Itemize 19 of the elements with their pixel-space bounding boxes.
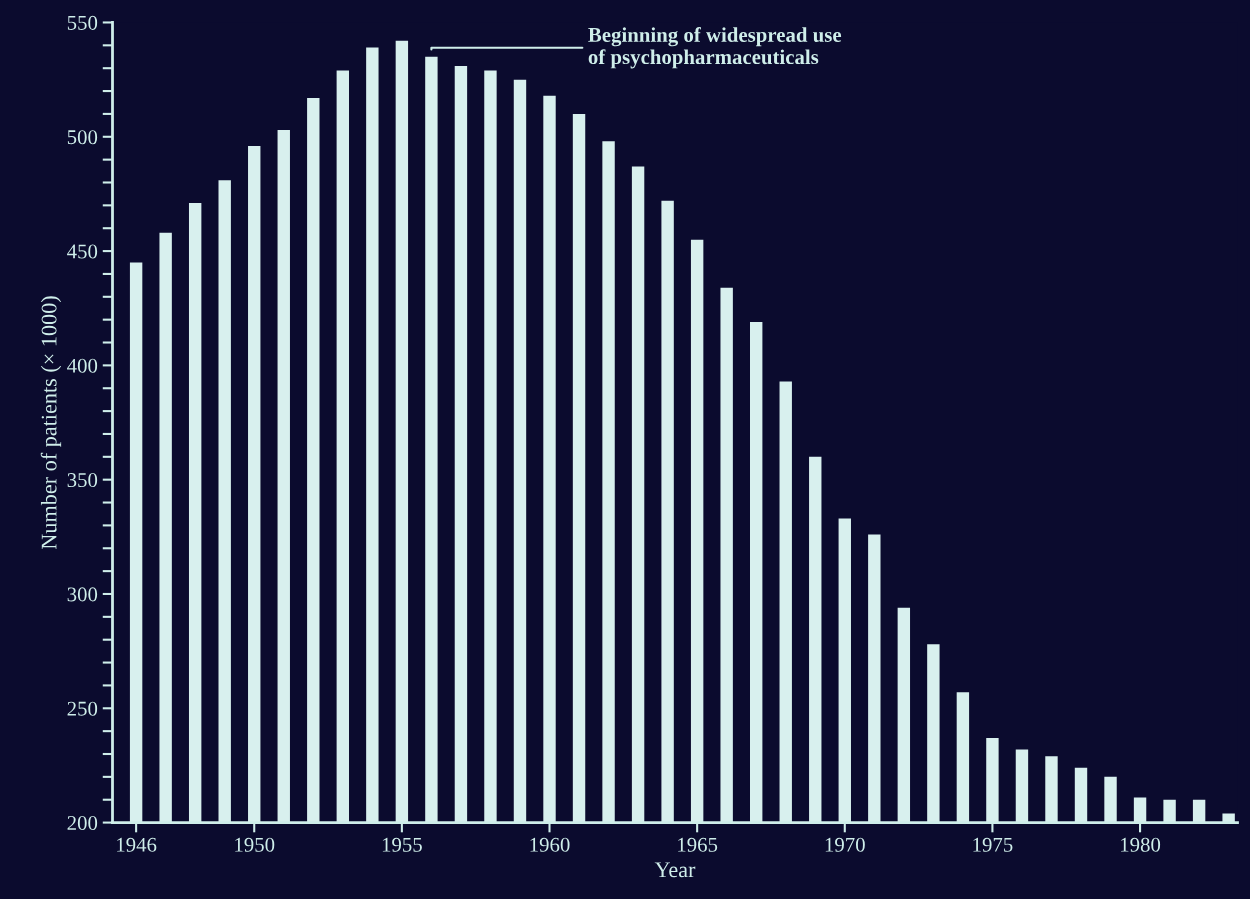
annotation: Beginning of widespread use of psychopharmaceuticals [588,27,842,69]
y-tick-label: 250 [67,701,98,716]
y-axis-title: Number of patients (× 1000) [40,296,62,550]
x-tick-label: 1950 [235,837,275,852]
x-tick-label: 1960 [530,837,570,852]
x-tick-label: 1946 [117,837,157,852]
y-tick-label: 450 [67,244,98,259]
y-tick-label: 350 [67,473,98,488]
x-tick-label: 1965 [678,837,718,852]
y-tick-label: 550 [67,15,98,30]
y-tick-label: 200 [67,815,98,831]
y-tick-label: 300 [67,587,98,602]
x-tick-label: 1955 [382,837,422,852]
x-tick-label: 1980 [1121,837,1161,852]
x-tick-label: 1970 [825,837,865,852]
x-tick-label: 1975 [973,837,1013,852]
y-tick-label: 400 [67,358,98,373]
x-axis-title: Year [654,862,696,878]
y-tick-label: 500 [67,130,98,145]
